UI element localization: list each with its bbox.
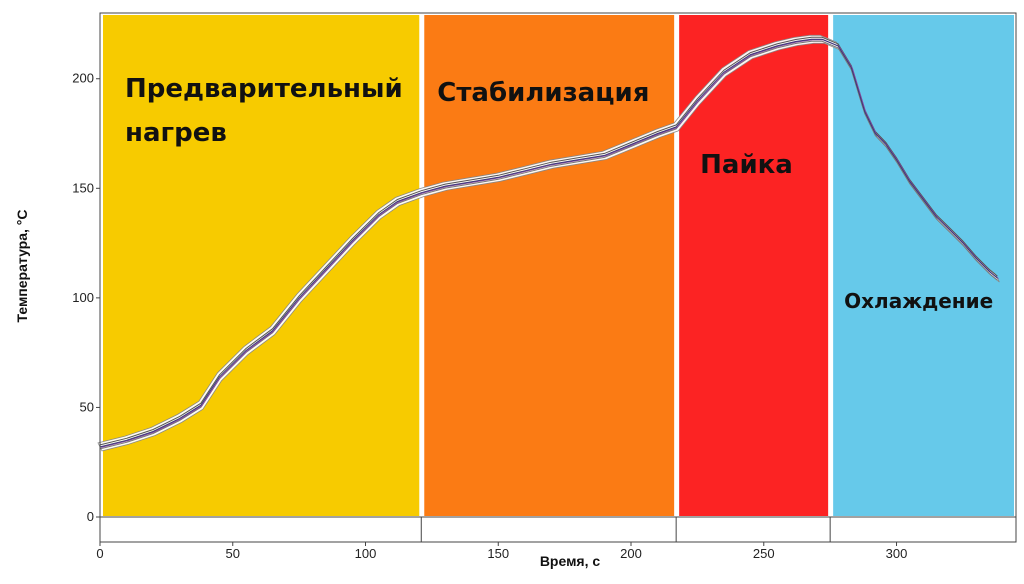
y-tick-label: 50: [80, 399, 94, 414]
x-axis-title: Время, с: [540, 553, 601, 569]
zone-label-1: Предварительный нагрев: [125, 74, 403, 148]
y-tick-label: 0: [87, 509, 94, 524]
x-axis-ticks: 0 50 100 150 200 250 300: [96, 542, 907, 561]
temperature-curve-3: [100, 39, 999, 448]
temperature-band: [97, 34, 1000, 452]
temperature-spread-band: [97, 34, 1000, 452]
zone-2: [424, 15, 675, 516]
zone-label-line: Стабилизация: [437, 78, 649, 108]
y-axis-title: Температура, °С: [14, 209, 30, 322]
zone-label-line: Предварительный: [125, 74, 403, 104]
y-tick-label: 100: [72, 290, 94, 305]
plot-frame: [99, 12, 1017, 543]
x-tick-label: 200: [620, 546, 642, 561]
process-zones: [99, 15, 1014, 542]
zone-label-line: Охлаждение: [844, 289, 993, 313]
zone-4: [833, 15, 1014, 516]
zone-label-4: Охлаждение: [844, 289, 993, 313]
zone-label-3: Пайка: [700, 150, 793, 180]
zone-label-line: нагрев: [125, 118, 227, 148]
x-tick-label: 100: [355, 546, 377, 561]
zone-labels: Предварительный нагрев Стабилизация Пайка Ох…: [125, 74, 993, 313]
x-tick-label: 150: [487, 546, 509, 561]
y-axis-ticks: 0 50 100 150 200: [72, 71, 100, 524]
x-tick-label: 300: [886, 546, 908, 561]
zone-label-2: Стабилизация: [437, 78, 649, 108]
temperature-curve-4: [99, 38, 998, 448]
x-tick-label: 0: [96, 546, 103, 561]
temperature-curves: [99, 36, 999, 450]
y-tick-label: 150: [72, 180, 94, 195]
y-tick-label: 200: [72, 71, 94, 86]
zone-label-line: Пайка: [700, 150, 793, 180]
x-tick-label: 50: [226, 546, 240, 561]
x-tick-label: 250: [753, 546, 775, 561]
